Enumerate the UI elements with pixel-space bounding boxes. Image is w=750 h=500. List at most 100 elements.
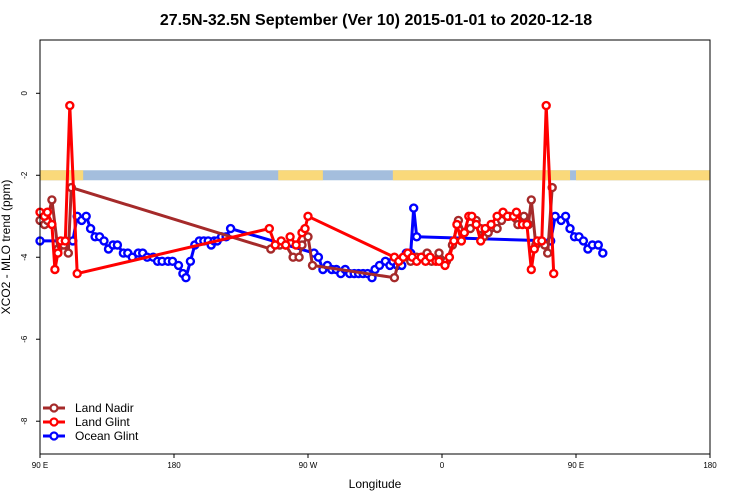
y-tick-label: -6 bbox=[20, 335, 29, 343]
land-glint-point bbox=[291, 240, 301, 250]
series-land-glint bbox=[35, 100, 559, 279]
land-glint-point bbox=[511, 207, 522, 217]
legend-marker-land-nadir bbox=[49, 403, 59, 413]
ocean-glint-point bbox=[99, 236, 109, 246]
ocean-glint-point bbox=[173, 260, 184, 271]
land-glint-point bbox=[537, 236, 547, 246]
land-nadir-point bbox=[519, 211, 529, 222]
land-glint-point bbox=[72, 268, 82, 279]
land-nadir-point bbox=[492, 223, 502, 234]
legend: Land Nadir Land Glint Ocean Glint bbox=[43, 401, 139, 443]
land-nadir-point bbox=[294, 252, 304, 262]
x-axis-label: Longitude bbox=[349, 477, 402, 491]
y-tick-label: 0 bbox=[20, 91, 29, 96]
ocean-glint-point bbox=[412, 232, 422, 242]
land-nadir-point bbox=[526, 195, 536, 205]
ocean-glint-point bbox=[167, 256, 178, 266]
land-glint-point bbox=[65, 100, 75, 111]
x-tick-label: 90 E bbox=[568, 461, 584, 470]
land-glint-point bbox=[522, 219, 532, 230]
land-glint-point bbox=[471, 219, 481, 230]
land-band-segment bbox=[40, 170, 84, 181]
legend-marker-ocean-glint bbox=[49, 431, 59, 441]
land-glint-point bbox=[480, 223, 490, 234]
land-glint-point bbox=[486, 219, 496, 230]
land-glint-point bbox=[476, 236, 486, 246]
land-nadir-point bbox=[389, 273, 400, 283]
land-glint-point bbox=[270, 240, 280, 250]
ocean-glint-point bbox=[185, 256, 196, 266]
land-ocean-mask bbox=[40, 170, 710, 181]
land-glint-point bbox=[300, 223, 310, 234]
land-glint-point bbox=[303, 211, 313, 222]
legend-item-land-nadir: Land Nadir bbox=[43, 401, 134, 415]
land-glint-point bbox=[434, 256, 444, 266]
land-glint-point bbox=[444, 252, 455, 262]
legend-label-land-glint: Land Glint bbox=[75, 415, 130, 429]
land-glint-point bbox=[53, 248, 63, 258]
ocean-glint-point bbox=[598, 248, 608, 258]
x-tick-label: 180 bbox=[703, 461, 717, 470]
land-glint-point bbox=[281, 240, 291, 250]
ocean-glint-point bbox=[225, 223, 236, 234]
land-glint-point bbox=[425, 252, 435, 262]
land-glint-point bbox=[492, 211, 502, 222]
ocean-glint-point bbox=[374, 260, 385, 271]
ocean-glint-point bbox=[181, 273, 191, 283]
land-band-segment bbox=[576, 170, 710, 181]
land-glint-point bbox=[541, 100, 551, 111]
land-glint-point bbox=[285, 232, 295, 242]
ocean-glint-point bbox=[560, 211, 571, 222]
land-glint-point bbox=[42, 207, 53, 217]
legend-label-land-nadir: Land Nadir bbox=[75, 401, 134, 415]
ocean-glint-point bbox=[81, 211, 91, 222]
legend-item-ocean-glint: Ocean Glint bbox=[43, 429, 139, 443]
land-nadir-point bbox=[434, 248, 444, 258]
land-glint-point bbox=[549, 268, 559, 279]
land-nadir-point bbox=[543, 248, 553, 258]
land-glint-point bbox=[449, 236, 459, 246]
x-tick-label: 90 W bbox=[299, 461, 318, 470]
land-glint-point bbox=[264, 223, 274, 234]
land-glint-point bbox=[456, 236, 467, 246]
ocean-glint-point bbox=[578, 236, 589, 246]
y-axis-label: XCO2 - MLO trend (ppm) bbox=[0, 180, 13, 315]
plot-area bbox=[39, 39, 711, 455]
y-tick-label: -8 bbox=[20, 417, 29, 425]
ocean-glint-point bbox=[409, 203, 419, 213]
land-glint-point bbox=[452, 219, 462, 230]
land-nadir-point bbox=[63, 248, 74, 258]
land-nadir-point bbox=[47, 195, 57, 205]
x-tick-label: 90 E bbox=[32, 461, 48, 470]
y-tick-label: -4 bbox=[20, 253, 29, 261]
ocean-glint-point bbox=[85, 223, 96, 234]
land-band-segment bbox=[278, 170, 323, 181]
x-tick-label: 0 bbox=[440, 461, 445, 470]
land-band-segment bbox=[392, 170, 571, 181]
ocean-glint-point bbox=[593, 240, 603, 250]
land-nadir-point bbox=[307, 260, 318, 271]
land-glint-point bbox=[459, 227, 469, 238]
land-glint-point bbox=[467, 211, 477, 222]
legend-marker-land-glint bbox=[49, 417, 59, 427]
land-glint-point bbox=[50, 264, 60, 275]
y-tick-label: -2 bbox=[20, 171, 29, 179]
y-axis: 0 -2 -4 -6 -8 bbox=[20, 91, 40, 425]
series-layer bbox=[35, 100, 608, 283]
x-axis: 90 E 180 90 W 0 90 E 180 bbox=[32, 454, 717, 470]
legend-label-ocean-glint: Ocean Glint bbox=[75, 429, 139, 443]
legend-item-land-glint: Land Glint bbox=[43, 415, 130, 429]
land-glint-point bbox=[47, 219, 57, 230]
land-glint-point bbox=[60, 236, 71, 246]
ocean-glint-point bbox=[112, 240, 123, 250]
ocean-band bbox=[40, 170, 710, 181]
ocean-glint-point bbox=[313, 252, 324, 262]
land-glint-point bbox=[526, 264, 536, 275]
land-glint-point bbox=[529, 244, 539, 254]
chart-title: 27.5N-32.5N September (Ver 10) 2015-01-0… bbox=[160, 12, 592, 29]
land-glint-point bbox=[440, 260, 450, 271]
ocean-glint-point bbox=[565, 223, 575, 234]
land-nadir-point bbox=[303, 232, 313, 242]
x-tick-label: 180 bbox=[167, 461, 181, 470]
